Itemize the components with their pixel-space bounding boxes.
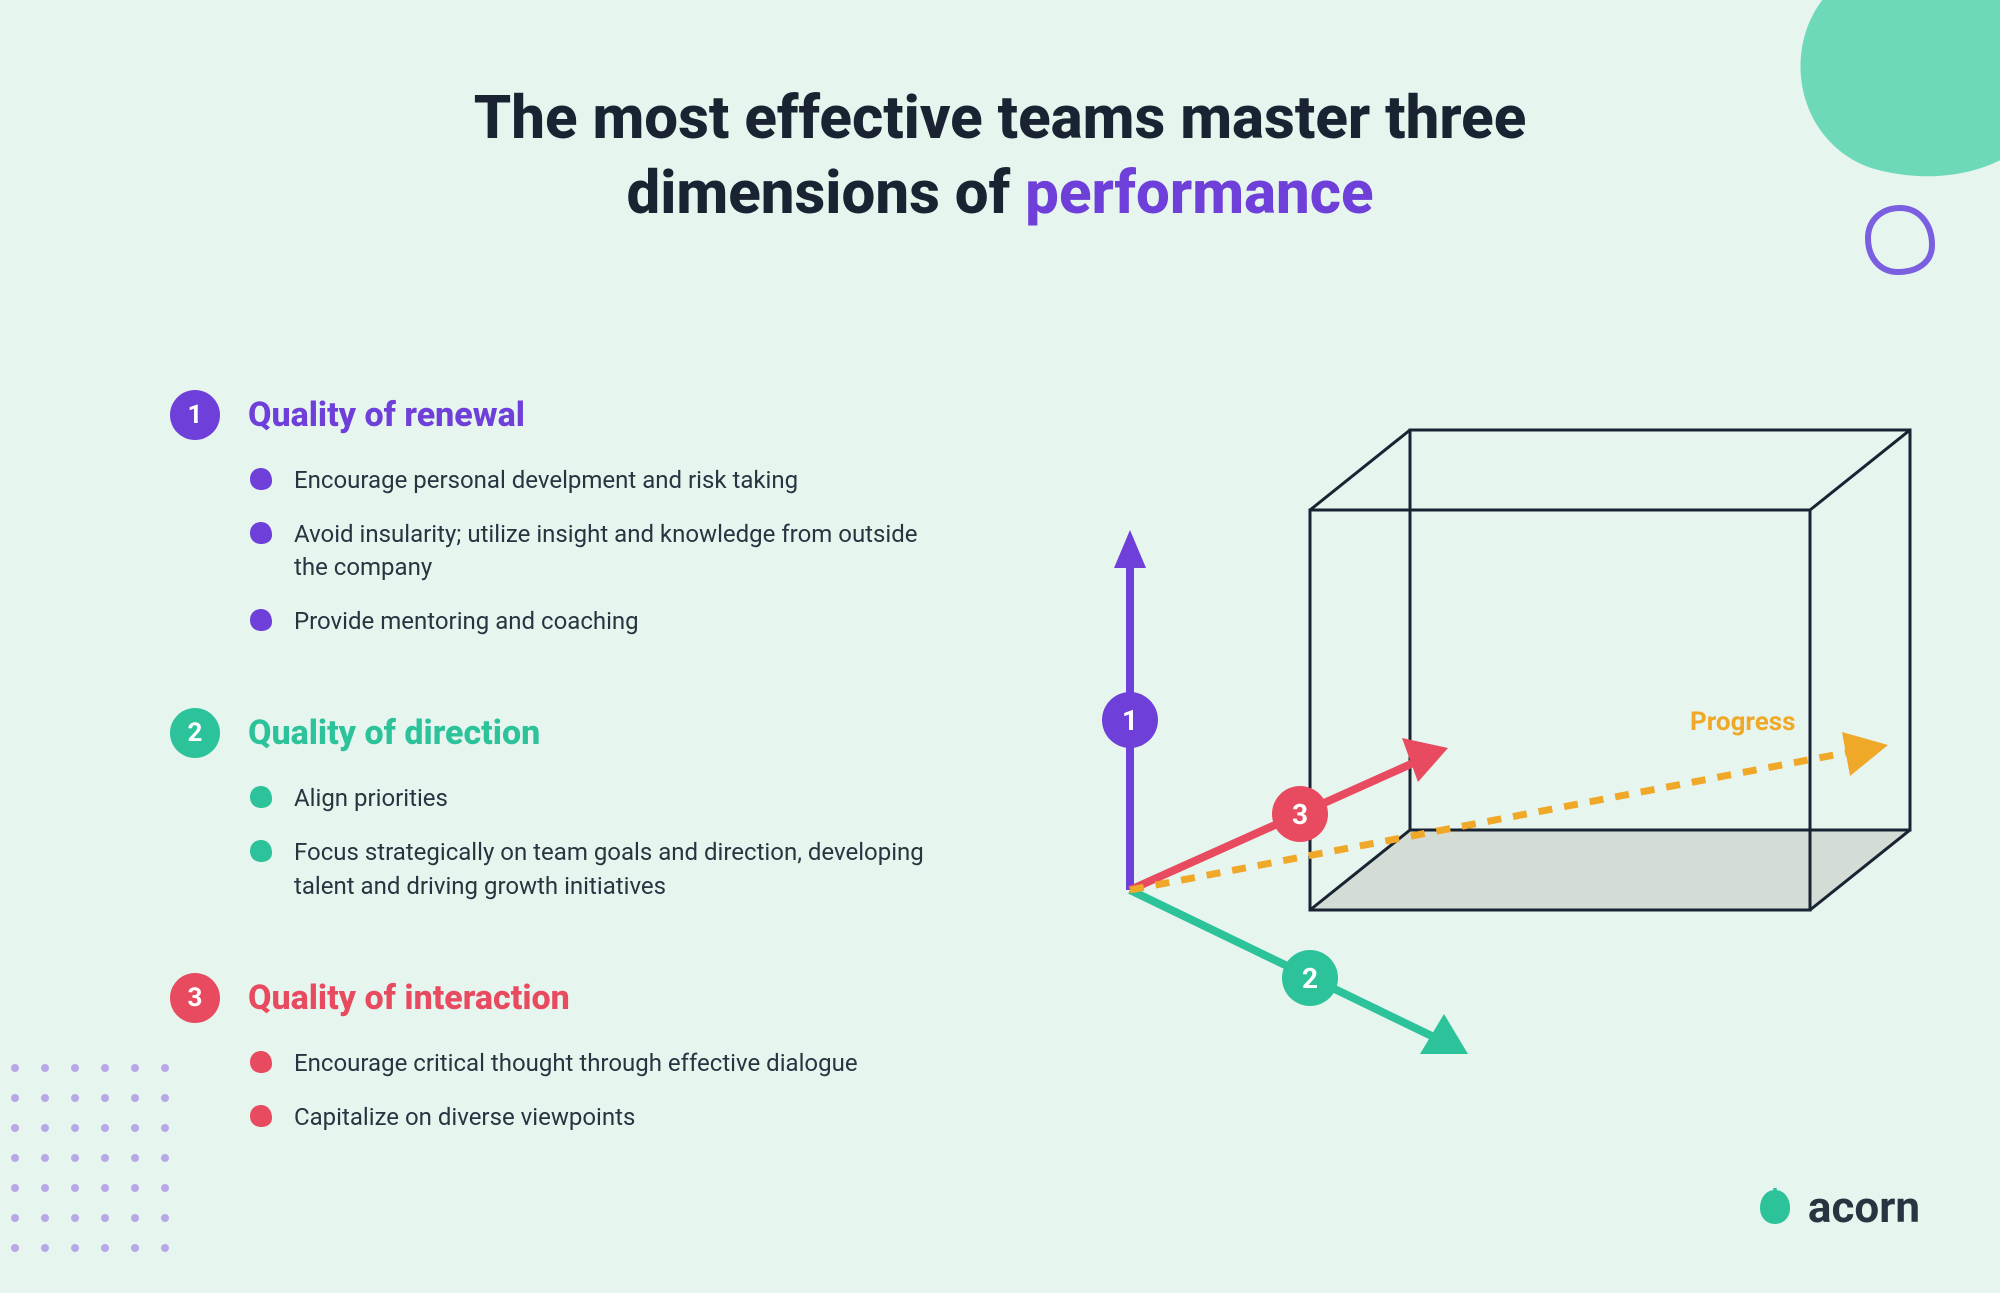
bullet-item: Provide mentoring and coaching bbox=[248, 605, 1050, 639]
decor-blob bbox=[1776, 0, 2000, 210]
acorn-bullet-icon bbox=[248, 520, 274, 546]
bullet-text: Capitalize on diverse viewpoints bbox=[294, 1101, 635, 1135]
section-title-1: Quality of renewal bbox=[248, 395, 525, 435]
axis-2-num: 2 bbox=[1302, 962, 1318, 995]
bullet-text: Provide mentoring and coaching bbox=[294, 605, 639, 639]
acorn-bullet-icon bbox=[248, 784, 274, 810]
bullet-item: Avoid insularity; utilize insight and kn… bbox=[248, 518, 1050, 585]
axis-1: 1 bbox=[1102, 530, 1158, 890]
acorn-bullet-icon bbox=[248, 607, 274, 633]
bullet-text: Focus strategically on team goals and di… bbox=[294, 836, 954, 903]
decor-outline-shape bbox=[1860, 200, 1940, 280]
sections-container: 1 Quality of renewal Encourage personal … bbox=[170, 390, 1050, 1204]
bullet-text: Encourage personal develpment and risk t… bbox=[294, 464, 798, 498]
bullet-text: Align priorities bbox=[294, 782, 448, 816]
title-line2-prefix: dimensions of bbox=[626, 157, 1025, 228]
brand-logo: acorn bbox=[1754, 1181, 1920, 1233]
bullet-item: Encourage personal develpment and risk t… bbox=[248, 464, 1050, 498]
section-renewal: 1 Quality of renewal Encourage personal … bbox=[170, 390, 1050, 638]
axis-1-num: 1 bbox=[1122, 704, 1138, 737]
section-interaction: 3 Quality of interaction Encourage criti… bbox=[170, 973, 1050, 1134]
progress-label: Progress bbox=[1690, 707, 1795, 737]
section-title-2: Quality of direction bbox=[248, 713, 540, 753]
bullet-item: Encourage critical thought through effec… bbox=[248, 1047, 1050, 1081]
acorn-bullet-icon bbox=[248, 1049, 274, 1075]
section-direction: 2 Quality of direction Align priorities … bbox=[170, 708, 1050, 903]
section-title-3: Quality of interaction bbox=[248, 978, 570, 1018]
section-badge-2: 2 bbox=[170, 708, 220, 758]
acorn-bullet-icon bbox=[248, 838, 274, 864]
bullet-text: Avoid insularity; utilize insight and kn… bbox=[294, 518, 954, 585]
acorn-bullet-icon bbox=[248, 466, 274, 492]
brand-name: acorn bbox=[1808, 1181, 1920, 1233]
bullet-item: Capitalize on diverse viewpoints bbox=[248, 1101, 1050, 1135]
axis-2: 2 bbox=[1130, 890, 1468, 1054]
bullet-item: Align priorities bbox=[248, 782, 1050, 816]
axis-3-num: 3 bbox=[1292, 798, 1308, 831]
acorn-bullet-icon bbox=[248, 1103, 274, 1129]
title-line1: The most effective teams master three bbox=[474, 82, 1527, 153]
page-title: The most effective teams master three di… bbox=[300, 80, 1700, 230]
acorn-icon bbox=[1754, 1186, 1796, 1228]
section-badge-1: 1 bbox=[170, 390, 220, 440]
bullet-item: Focus strategically on team goals and di… bbox=[248, 836, 1050, 903]
bullet-text: Encourage critical thought through effec… bbox=[294, 1047, 858, 1081]
title-highlight: performance bbox=[1025, 157, 1373, 228]
cube-floor bbox=[1310, 830, 1910, 910]
cube-diagram: 1 2 3 Progress bbox=[1050, 370, 1950, 1090]
section-badge-3: 3 bbox=[170, 973, 220, 1023]
